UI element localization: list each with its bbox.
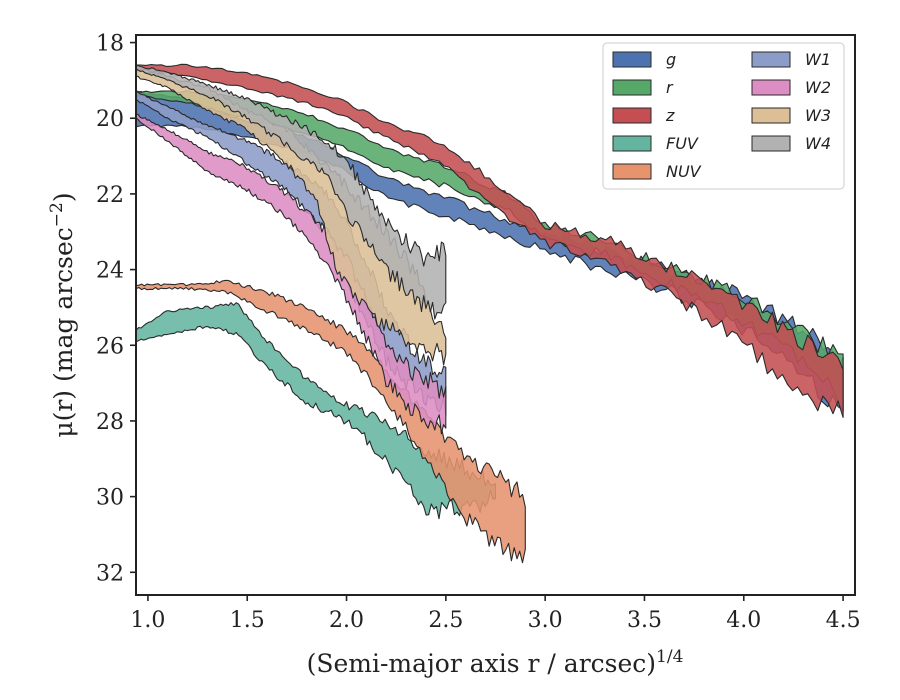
y-axis: 18 20 22 24 26 28 30 32 [96, 32, 136, 586]
legend-label-w3: W3 [805, 106, 831, 125]
x-tick-label: 4.5 [826, 608, 861, 633]
legend-swatch-w3 [751, 107, 791, 124]
x-axis-title: (Semi-major axis r / arcsec)1/4 [307, 647, 684, 678]
plot-frame [135, 34, 856, 596]
band-w2 [136, 113, 447, 435]
legend-swatch-fuv [612, 135, 652, 152]
legend-label-w1: W1 [805, 50, 831, 69]
band-z [136, 63, 844, 419]
legend-label-w4: W4 [805, 134, 831, 153]
x-tick-label: 3.5 [627, 608, 662, 633]
legend-label-w2: W2 [805, 78, 831, 97]
legend-label-r: r [666, 78, 674, 97]
y-tick-label: 24 [96, 259, 124, 284]
y-axis-title: μ(r) (mag arcsec−2) [47, 192, 78, 437]
legend-label-nuv: NUV [666, 162, 702, 181]
legend-label-z: z [665, 106, 675, 125]
y-tick-label: 26 [96, 334, 124, 359]
x-tick-label: 1.0 [130, 608, 165, 633]
legend-swatch-g [612, 51, 652, 68]
x-tick-label: 2.5 [428, 608, 463, 633]
legend-swatch-w4 [751, 135, 791, 152]
legend: grz FUV NUV W1 W2 W3 W4 [602, 42, 845, 190]
y-tick-label: 30 [96, 486, 124, 511]
band-nuv [136, 279, 526, 564]
x-tick-label: 1.5 [230, 608, 265, 633]
x-tick-label: 3.0 [528, 608, 563, 633]
y-tick-label: 22 [96, 183, 124, 208]
legend-label-g: g [666, 50, 676, 69]
x-tick-label: 2.0 [329, 608, 364, 633]
x-axis: 1.0 1.5 2.0 2.5 3.0 3.5 4.0 4.5 [130, 595, 861, 633]
legend-swatch-w1 [751, 51, 791, 68]
y-tick-label: 18 [96, 32, 124, 57]
y-tick-label: 20 [96, 107, 124, 132]
legend-swatch-r [612, 79, 652, 96]
series-bands [136, 63, 844, 564]
y-tick-label: 28 [96, 410, 124, 435]
y-tick-label: 32 [96, 561, 124, 586]
legend-swatch-z [612, 107, 652, 124]
x-tick-label: 4.0 [726, 608, 761, 633]
legend-label-fuv: FUV [666, 134, 699, 153]
legend-swatch-nuv [612, 163, 652, 180]
band-w4 [136, 64, 447, 320]
legend-swatch-w2 [751, 79, 791, 96]
